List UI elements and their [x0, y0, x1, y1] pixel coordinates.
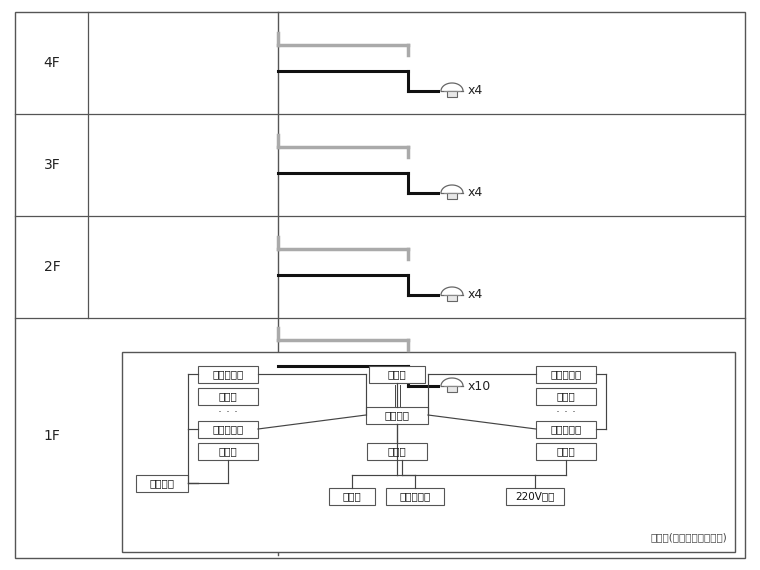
- Text: 画面分割器: 画面分割器: [212, 369, 244, 379]
- Text: 2F: 2F: [43, 260, 60, 274]
- Bar: [329, 487, 375, 504]
- Text: 录像机: 录像机: [219, 446, 237, 456]
- Bar: [447, 386, 457, 392]
- Bar: [536, 442, 596, 459]
- Bar: [386, 487, 444, 504]
- Bar: [367, 442, 427, 459]
- Text: x10: x10: [468, 380, 491, 393]
- Bar: [447, 193, 457, 199]
- Bar: [366, 406, 428, 424]
- Bar: [198, 365, 258, 382]
- Text: 系统主机: 系统主机: [385, 410, 410, 420]
- Bar: [369, 365, 425, 382]
- Bar: [122, 352, 735, 552]
- Bar: [536, 388, 596, 405]
- Text: 录像机: 录像机: [556, 446, 575, 456]
- Text: · · ·: · · ·: [218, 405, 238, 418]
- Bar: [198, 442, 258, 459]
- Bar: [506, 487, 564, 504]
- Text: 4F: 4F: [43, 56, 60, 70]
- Text: 报警主机: 报警主机: [150, 478, 175, 488]
- Text: x4: x4: [468, 84, 483, 97]
- Bar: [536, 421, 596, 438]
- Text: 值班室(与消防控制室共室): 值班室(与消防控制室共室): [651, 532, 727, 542]
- Text: 录像机: 录像机: [219, 391, 237, 401]
- Bar: [198, 421, 258, 438]
- Bar: [447, 91, 457, 97]
- Bar: [198, 388, 258, 405]
- Text: 录像机: 录像机: [388, 446, 407, 456]
- Text: x4: x4: [468, 186, 483, 200]
- Text: 多媒体电脑: 多媒体电脑: [399, 491, 431, 501]
- Text: 录像机: 录像机: [556, 391, 575, 401]
- Text: 画面分割器: 画面分割器: [550, 369, 581, 379]
- Text: 画面分割器: 画面分割器: [212, 424, 244, 434]
- Text: 打印机: 打印机: [343, 491, 361, 501]
- Text: 画面分割器: 画面分割器: [550, 424, 581, 434]
- Text: 电视墙: 电视墙: [388, 369, 407, 379]
- Text: 220V电源: 220V电源: [515, 491, 555, 501]
- Bar: [136, 474, 188, 491]
- Bar: [536, 365, 596, 382]
- Bar: [447, 295, 457, 301]
- Text: · · ·: · · ·: [556, 405, 576, 418]
- Text: 1F: 1F: [43, 430, 61, 443]
- Text: x4: x4: [468, 288, 483, 302]
- Text: 3F: 3F: [43, 158, 60, 172]
